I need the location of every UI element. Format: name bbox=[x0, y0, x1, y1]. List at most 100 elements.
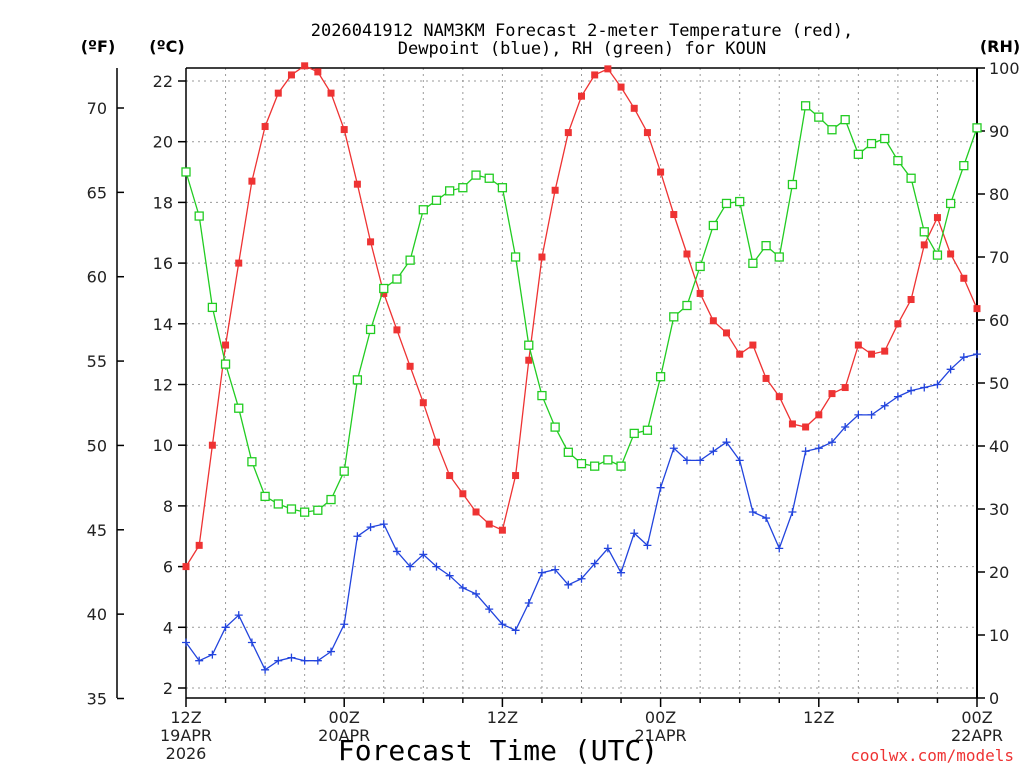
dewpoint-point bbox=[537, 568, 546, 577]
x-tick-label: 00Z 20APR bbox=[318, 708, 370, 745]
temperature-point bbox=[208, 441, 216, 449]
dewpoint-point bbox=[379, 520, 388, 529]
temperature-point bbox=[498, 526, 506, 534]
temperature-point bbox=[406, 362, 414, 370]
fahrenheit-tick-label: 35 bbox=[87, 690, 107, 709]
rh-point bbox=[563, 447, 573, 457]
dewpoint-point bbox=[959, 353, 968, 362]
rh-point bbox=[735, 196, 745, 207]
dewpoint-point bbox=[353, 532, 362, 541]
dewpoint-point bbox=[669, 444, 678, 453]
rh-tick-label: 80 bbox=[989, 185, 1009, 204]
temperature-point bbox=[393, 326, 401, 334]
dewpoint-point bbox=[195, 656, 204, 665]
rh-point bbox=[590, 461, 600, 471]
dewpoint-point bbox=[208, 650, 217, 659]
temperature-point bbox=[261, 123, 269, 131]
x-tick-label-line: 00Z bbox=[329, 708, 360, 727]
x-tick-label-line: 19APR bbox=[160, 726, 212, 745]
x-tick-label: 00Z 21APR bbox=[635, 708, 687, 745]
rh-tick-label: 90 bbox=[989, 122, 1009, 141]
dewpoint-point bbox=[313, 656, 322, 665]
x-tick-label-line: 12Z bbox=[487, 708, 518, 727]
celsius-tick-label: 22 bbox=[153, 72, 173, 91]
rh-point bbox=[906, 173, 916, 183]
series-rh bbox=[181, 101, 982, 517]
rh-point bbox=[418, 205, 428, 215]
data-series bbox=[181, 62, 982, 674]
dewpoint-point bbox=[735, 456, 744, 465]
rh-point bbox=[695, 261, 705, 272]
rh-tick-label: 100 bbox=[989, 59, 1020, 78]
rh-point bbox=[550, 422, 560, 432]
celsius-tick-label: 20 bbox=[153, 133, 173, 152]
dewpoint-point bbox=[564, 580, 573, 589]
rh-point bbox=[181, 167, 191, 177]
rh-point bbox=[379, 283, 389, 294]
rh-tick-label: 40 bbox=[989, 437, 1009, 456]
temperature-point bbox=[894, 320, 902, 328]
rh-point bbox=[787, 179, 798, 190]
temperature-point bbox=[551, 186, 559, 194]
rh-point bbox=[603, 455, 613, 465]
dewpoint-point bbox=[801, 447, 810, 456]
x-tick-label-line: 00Z bbox=[645, 708, 676, 727]
rh-point bbox=[840, 115, 850, 125]
rh-point bbox=[576, 458, 587, 469]
celsius-unit-label: (ºC) bbox=[149, 37, 184, 56]
axes: 35 40 45 50 55 60 65 70 2 4 6 8 10 12 14 16 18 20 22 0 10 20 3… bbox=[87, 59, 1020, 763]
fahrenheit-tick-label: 50 bbox=[87, 436, 107, 455]
fahrenheit-tick-label: 40 bbox=[87, 605, 107, 624]
temperature-point bbox=[195, 541, 203, 549]
temperature-point bbox=[670, 211, 678, 219]
x-tick-label-line: 00Z bbox=[961, 708, 992, 727]
temperature-point bbox=[683, 250, 691, 258]
dewpoint-point bbox=[366, 523, 375, 532]
dewpoint-point bbox=[880, 401, 889, 410]
celsius-tick-label: 4 bbox=[163, 618, 173, 637]
temperature-point bbox=[617, 83, 625, 91]
temperature-point bbox=[854, 341, 862, 349]
dewpoint-point bbox=[590, 559, 599, 568]
temperature-point bbox=[235, 259, 243, 267]
rh-point bbox=[880, 133, 890, 144]
fahrenheit-tick-label: 55 bbox=[87, 352, 107, 371]
x-tick-label: 12Z 19APR 2026 bbox=[160, 708, 212, 763]
rh-point bbox=[972, 123, 982, 133]
dewpoint-point bbox=[485, 605, 494, 614]
temperature-point bbox=[485, 520, 493, 528]
rh-point bbox=[326, 494, 336, 505]
celsius-tick-label: 14 bbox=[153, 315, 173, 334]
temperature-point bbox=[432, 438, 440, 446]
x-tick-label-line: 20APR bbox=[318, 726, 370, 745]
dewpoint-point bbox=[511, 626, 520, 635]
rh-point bbox=[748, 258, 758, 268]
rh-point bbox=[682, 300, 692, 311]
rh-tick-label: 20 bbox=[989, 563, 1009, 582]
rh-point bbox=[431, 195, 442, 205]
temperature-point bbox=[960, 274, 968, 282]
rh-point bbox=[827, 125, 837, 135]
temperature-point bbox=[802, 423, 810, 431]
rh-point bbox=[893, 155, 903, 166]
rh-point bbox=[313, 505, 323, 515]
temperature-point bbox=[841, 384, 849, 392]
dewpoint-point bbox=[445, 571, 454, 580]
dewpoint-point bbox=[221, 623, 230, 632]
x-tick-label: 00Z 22APR bbox=[951, 708, 1003, 745]
rh-point bbox=[761, 241, 771, 251]
rh-point bbox=[484, 173, 494, 183]
dewpoint-point bbox=[946, 365, 955, 374]
x-tick-label: 12Z bbox=[803, 708, 834, 727]
rh-point bbox=[299, 507, 310, 517]
temperature-point bbox=[775, 393, 783, 401]
source-credit: coolwx.com/models bbox=[850, 746, 1014, 765]
rh-point bbox=[959, 160, 969, 171]
x-tick-label-line: 22APR bbox=[951, 726, 1003, 745]
temperature-point bbox=[314, 68, 322, 76]
x-tick-label-line: 12Z bbox=[803, 708, 834, 727]
rh-point bbox=[708, 220, 718, 231]
celsius-tick-label: 6 bbox=[163, 558, 173, 577]
temperature-point bbox=[815, 411, 823, 419]
x-tick-label-line: 12Z bbox=[170, 708, 201, 727]
